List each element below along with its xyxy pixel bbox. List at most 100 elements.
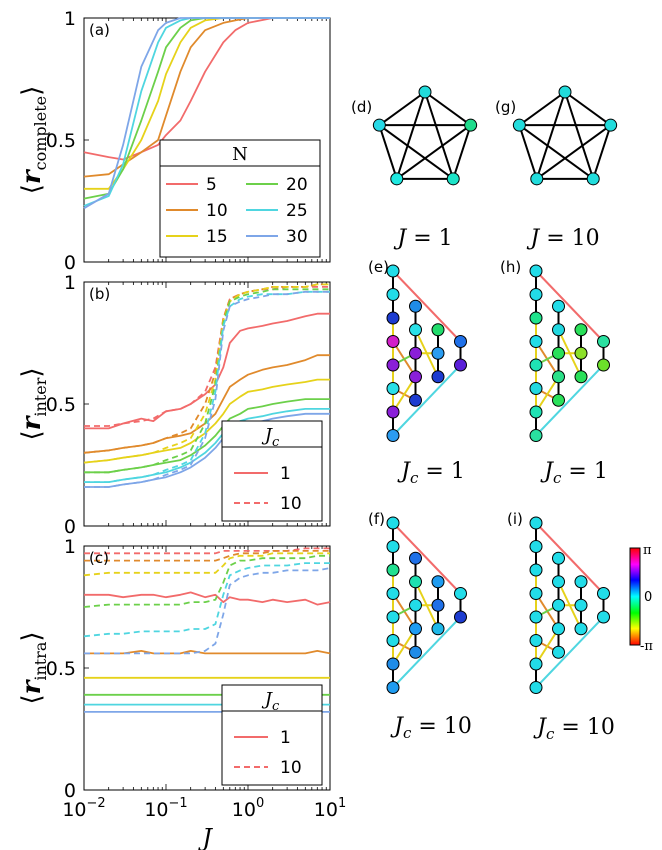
network-node (552, 645, 565, 659)
network-node (604, 118, 618, 132)
network-node (574, 575, 588, 589)
network-node (529, 288, 543, 301)
series-line-1 (84, 407, 330, 484)
network-node (409, 551, 422, 565)
panel-label: (b) (89, 285, 110, 303)
network-node (597, 587, 610, 600)
network-caption: Jc = 10 (533, 715, 615, 743)
network-node (574, 598, 588, 612)
network-node (386, 563, 400, 577)
network-node (586, 172, 600, 186)
legend-box (159, 139, 321, 258)
network-node (409, 299, 422, 313)
y-tick-label: 1 (64, 8, 76, 30)
network-diagrams: (d) J = 1 (g) J = 10 (e) Jc = 1 (h) Jc = 1 (f) Jc… (351, 85, 618, 743)
panel-label: (d) (351, 98, 372, 116)
network-node (409, 575, 422, 589)
colorbar-mid-label: 0 (644, 590, 652, 605)
network-f: (f) Jc = 10 (368, 510, 472, 742)
network-node (386, 288, 400, 301)
network-node (454, 610, 467, 624)
network-node (454, 358, 467, 372)
y-tick-label: 1 (64, 536, 76, 558)
network-node (390, 172, 404, 186)
network-node (454, 587, 467, 600)
y-axis-label: ⟨rintra⟩ (17, 631, 50, 704)
network-edge (535, 91, 566, 180)
network-node (409, 393, 422, 407)
legend-label: 25 (286, 201, 308, 221)
network-node (418, 85, 432, 99)
network-edge (392, 522, 462, 595)
network-edge (535, 522, 605, 595)
legend-box (221, 684, 323, 786)
network-node (409, 598, 422, 612)
network-node (372, 118, 386, 132)
network-node (552, 323, 565, 337)
y-tick-label: 0.5 (46, 658, 76, 680)
network-node (552, 370, 565, 384)
legend-label: 15 (206, 227, 228, 247)
network-node (574, 346, 588, 360)
legend-label: 10 (206, 201, 228, 221)
y-tick-label: 0 (64, 252, 76, 274)
x-tick-label: 10−1 (144, 796, 187, 821)
network-node (552, 393, 565, 407)
network-node (597, 358, 610, 372)
network-node (386, 657, 400, 671)
legend-label: 10 (280, 758, 302, 778)
colorbar-gradient (629, 547, 641, 646)
network-caption: Jc = 1 (540, 459, 608, 487)
network-node (530, 172, 544, 186)
network-edge (535, 616, 605, 689)
network-node (386, 429, 400, 442)
network-node (552, 575, 565, 589)
network-edge (535, 628, 560, 665)
network-caption: J = 10 (526, 226, 599, 251)
network-node (529, 516, 543, 530)
network-node (409, 323, 422, 337)
series-line-1 (83, 354, 330, 454)
network-node (529, 634, 543, 647)
network-node (552, 551, 565, 565)
network-node (409, 645, 422, 659)
colorbar-top-label: π (643, 543, 652, 558)
x-tick-label: 101 (314, 796, 346, 821)
network-node (386, 405, 400, 419)
panel-label: (i) (507, 510, 523, 528)
network-node (431, 575, 445, 589)
series-line-1 (84, 412, 330, 488)
network-node (597, 610, 610, 624)
network-node (529, 358, 543, 372)
y-axis-label: ⟨rcomplete⟩ (17, 86, 50, 195)
y-tick-label: 1 (64, 272, 76, 294)
network-node (386, 540, 400, 553)
panel-label: (f) (368, 510, 385, 528)
network-edge (396, 124, 472, 180)
x-tick-label: 100 (232, 796, 264, 821)
network-edge (392, 364, 462, 437)
legend-title: N (232, 144, 248, 165)
network-node (574, 622, 588, 636)
network-edge (378, 91, 426, 126)
series-line-1 (84, 312, 330, 430)
network-node (409, 346, 422, 360)
network-edge (535, 270, 605, 343)
colorbar-bottom-label: -π (640, 639, 653, 654)
network-edge (378, 124, 398, 180)
network-edge (536, 124, 612, 180)
legend-label: 20 (286, 175, 308, 195)
network-node (529, 681, 543, 694)
network-caption: Jc = 10 (390, 714, 472, 742)
series-line-5 (83, 17, 330, 161)
network-node (431, 622, 445, 636)
network-node (386, 335, 400, 348)
network-node (552, 598, 565, 612)
panel-label: (e) (368, 258, 389, 276)
series-line-30 (83, 17, 330, 210)
network-node (431, 598, 445, 612)
network-edge (452, 124, 472, 180)
phase-colorbar: π 0 -π (629, 543, 653, 654)
network-edge (535, 376, 560, 413)
